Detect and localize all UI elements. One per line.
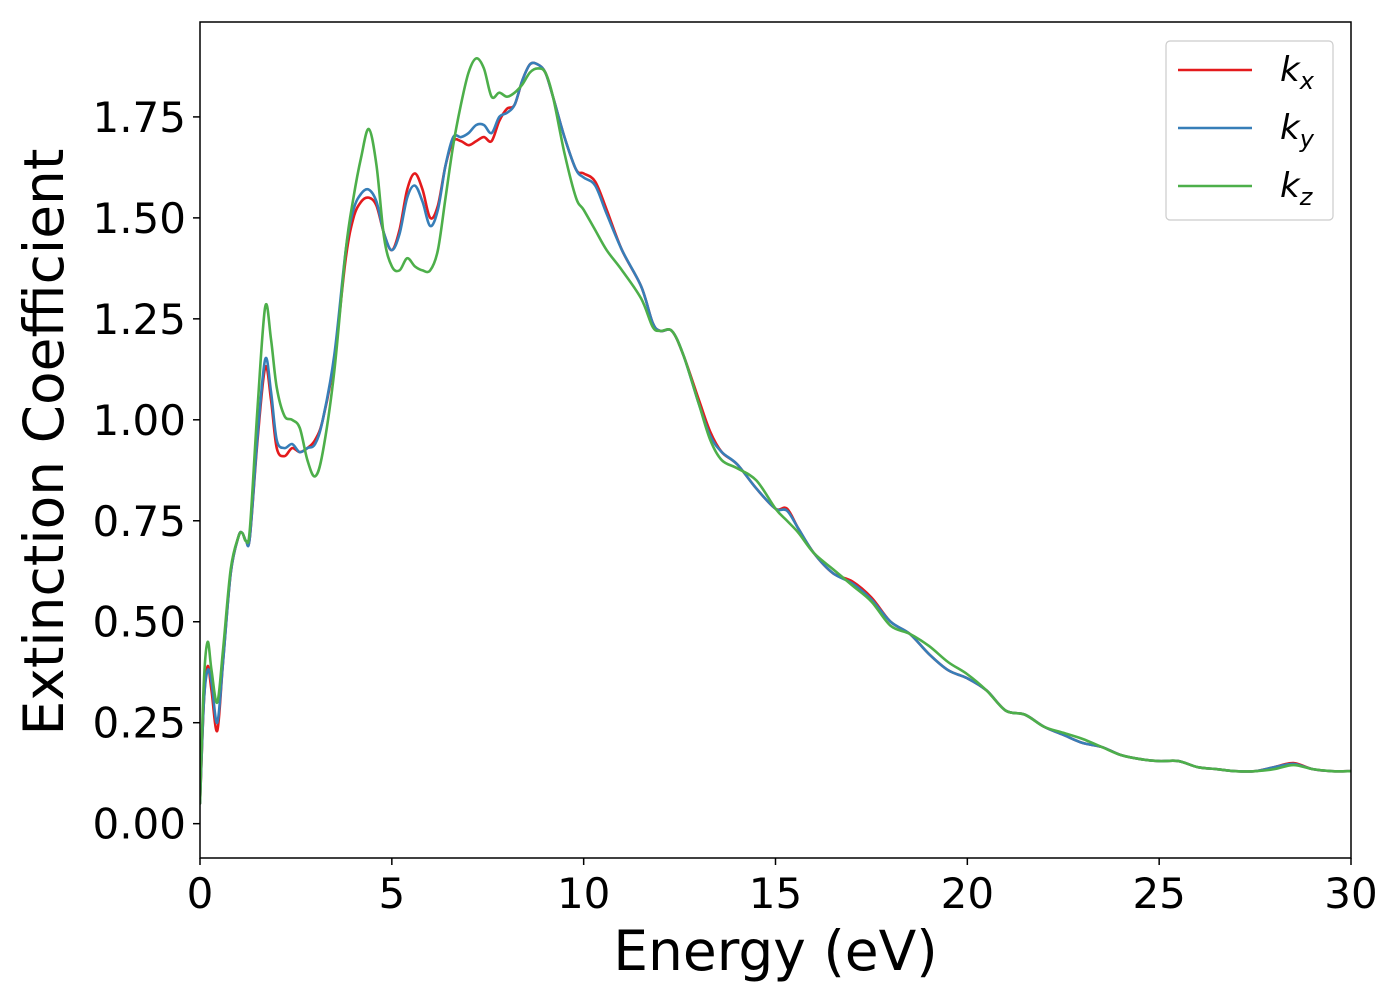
legend-label: kz bbox=[1280, 166, 1314, 211]
x-tick-label: 20 bbox=[941, 869, 994, 918]
legend-item-y: ky bbox=[1178, 108, 1315, 153]
legend: kx ky kz bbox=[1165, 40, 1334, 221]
legend-item-z: kz bbox=[1178, 166, 1314, 211]
y-tick-label: 0.75 bbox=[92, 497, 186, 546]
legend-label: kx bbox=[1280, 50, 1315, 95]
y-tick-label: 1.75 bbox=[92, 93, 186, 142]
x-tick-label: 0 bbox=[187, 869, 214, 918]
legend-box bbox=[1165, 40, 1334, 221]
y-tick-label: 0.25 bbox=[92, 699, 186, 748]
x-axis-title: Energy (eV) bbox=[613, 919, 937, 983]
series-line-z bbox=[200, 57, 1351, 805]
y-tick-label: 1.00 bbox=[92, 396, 186, 445]
x-tick-label: 30 bbox=[1324, 869, 1377, 918]
y-tick-label: 1.25 bbox=[92, 295, 186, 344]
x-tick-label: 15 bbox=[749, 869, 802, 918]
x-tick-label: 10 bbox=[557, 869, 610, 918]
y-tick-label: 1.50 bbox=[92, 194, 186, 243]
y-tick-label: 0.50 bbox=[92, 598, 186, 647]
y-axis: 0.00 0.25 0.50 0.75 1.00 1.25 1.50 1.75 bbox=[92, 93, 200, 849]
legend-item-x: kx bbox=[1178, 50, 1315, 95]
y-axis-title: Extinction Coefficient bbox=[12, 149, 76, 736]
x-tick-label: 25 bbox=[1132, 869, 1185, 918]
x-tick-label: 5 bbox=[378, 869, 405, 918]
legend-label: ky bbox=[1280, 108, 1315, 153]
y-tick-label: 0.00 bbox=[92, 800, 186, 849]
x-axis: 0 5 10 15 20 25 30 bbox=[187, 858, 1378, 918]
series-layer bbox=[200, 57, 1351, 805]
